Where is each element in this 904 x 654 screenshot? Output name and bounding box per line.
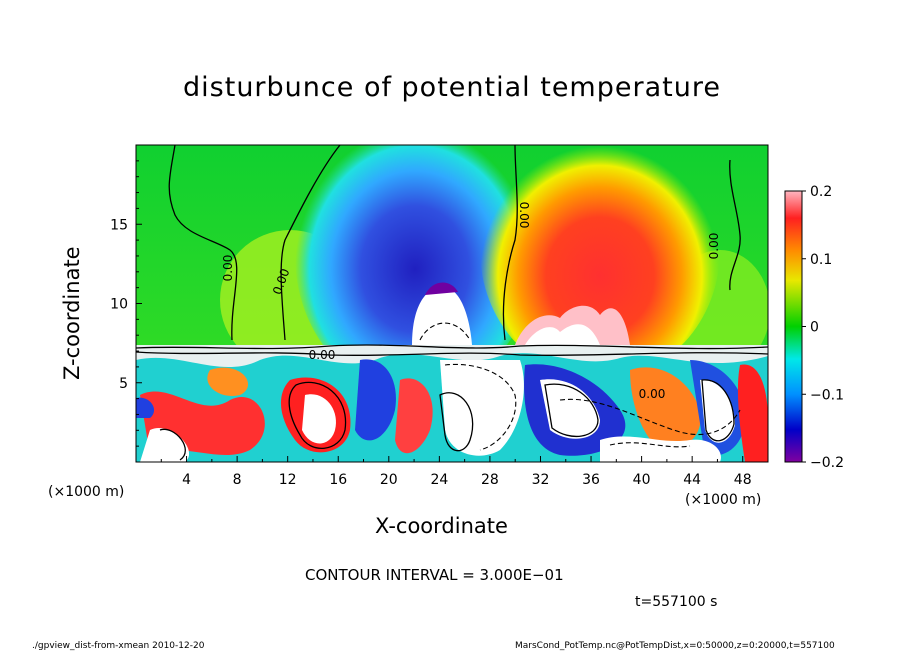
y-tick-label: 15: [110, 217, 128, 233]
contour-label: 0.00: [517, 202, 531, 229]
contour-interval-note: CONTOUR INTERVAL = 3.000E−01: [305, 566, 564, 584]
x-tick-label: 24: [430, 472, 448, 488]
colorbar: [784, 190, 803, 463]
x-tick-label: 20: [380, 472, 398, 488]
contour-label: 0.00: [309, 348, 336, 362]
contour-label: 0.00: [707, 233, 721, 260]
x-axis-ticks: 4 8 12 16 20 24 28 32 36 40 44 48: [160, 456, 752, 488]
x-tick-label: 44: [683, 472, 701, 488]
x-tick-label: 40: [633, 472, 651, 488]
contour-label: 0.00: [639, 387, 666, 401]
y-tick-label: 10: [110, 297, 128, 313]
x-tick-label: 48: [734, 472, 752, 488]
x-tick-label: 36: [582, 472, 600, 488]
contour-label: 0.00: [221, 255, 235, 282]
colorbar-tick-label: 0.2: [810, 184, 832, 200]
y-tick-label: 5: [119, 376, 128, 392]
x-tick-label: 16: [329, 472, 347, 488]
x-tick-label: 4: [182, 472, 191, 488]
colorbar-tick-label: −0.1: [810, 387, 844, 403]
colorbar-tick-label: 0.1: [810, 252, 832, 268]
colorbar-tick-label: −0.2: [810, 455, 844, 471]
x-unit-right: (×1000 m): [685, 492, 762, 508]
chart-title: disturbunce of potential temperature: [183, 72, 721, 103]
y-axis-ticks: 5 10 15: [110, 160, 142, 447]
footer-right-text: MarsCond_PotTemp.nc@PotTempDist,x=0:5000…: [515, 641, 835, 651]
x-tick-label: 12: [279, 472, 297, 488]
plot-field: [136, 145, 768, 462]
time-note: t=557100 s: [635, 594, 718, 610]
x-tick-label: 32: [532, 472, 550, 488]
colorbar-ticks: 0.2 0.1 0 −0.1 −0.2: [802, 184, 844, 471]
x-unit-left: (×1000 m): [48, 484, 125, 500]
x-axis-label: X-coordinate: [375, 514, 508, 538]
x-tick-label: 28: [481, 472, 499, 488]
x-tick-label: 8: [233, 472, 242, 488]
footer-left-text: ./gpview_dist-from-xmean 2010-12-20: [32, 641, 205, 651]
colorbar-tick-label: 0: [810, 320, 819, 336]
